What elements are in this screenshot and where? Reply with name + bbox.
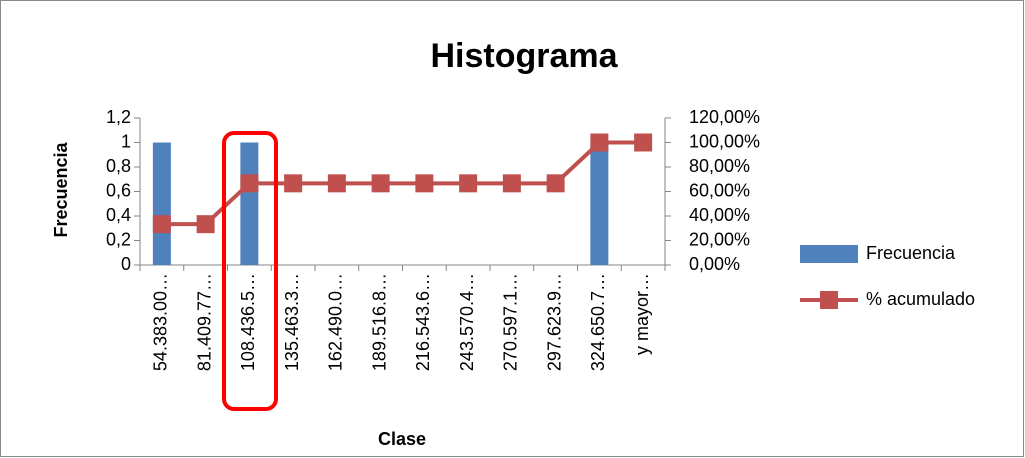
x-tick-label: y mayor…: [632, 273, 652, 355]
y-tick-label: 0,8: [106, 156, 131, 176]
y2-tick-label: 0,00%: [689, 254, 740, 274]
y2-tick-label: 60,00%: [689, 180, 750, 200]
line-marker: [284, 174, 303, 193]
line-marker: [415, 174, 434, 193]
highlight-box: [222, 131, 278, 411]
x-tick-label: 81.409.77…: [194, 273, 214, 371]
x-tick-label: 270.597.1…: [501, 273, 521, 371]
chart-title: Histograma: [430, 37, 618, 75]
x-tick-label: 108.436.5…: [238, 273, 258, 371]
y2-tick-label: 100,00%: [689, 131, 760, 151]
y2-tick-label: 40,00%: [689, 205, 750, 225]
bar: [590, 142, 609, 265]
x-tick-label: 297.623.9…: [544, 273, 564, 371]
y-tick-label: 1: [121, 131, 131, 151]
y2-tick-label: 80,00%: [689, 156, 750, 176]
x-tick-label: 324.650.7…: [588, 273, 608, 371]
y-tick-label: 0,2: [106, 229, 131, 249]
x-tick-label: 135.463.3…: [282, 273, 302, 371]
line-marker: [196, 215, 215, 234]
line-marker: [634, 133, 653, 152]
legend-label: % acumulado: [866, 289, 975, 309]
y-tick-label: 0: [121, 254, 131, 274]
y-tick-label: 1,2: [106, 107, 131, 127]
x-axis-title: Clase: [378, 429, 426, 449]
line-marker: [327, 174, 346, 193]
y2-tick-label: 20,00%: [689, 229, 750, 249]
x-tick-label: 162.490.0…: [326, 273, 346, 371]
y-tick-label: 0,6: [106, 180, 131, 200]
x-tick-label: 243.570.4…: [457, 273, 477, 371]
line-marker: [546, 174, 565, 193]
legend-swatch: [820, 291, 838, 309]
line-marker: [502, 174, 521, 193]
line-marker: [371, 174, 390, 193]
x-tick-label: 189.516.8…: [369, 273, 389, 371]
y2-tick-label: 120,00%: [689, 107, 760, 127]
line-marker: [590, 133, 609, 152]
y-tick-label: 0,4: [106, 205, 131, 225]
line-marker: [459, 174, 478, 193]
x-tick-label: 216.543.6…: [413, 273, 433, 371]
x-tick-label: 54.383.00…: [151, 273, 171, 371]
bar: [152, 142, 171, 265]
line-marker: [240, 174, 259, 193]
bar: [240, 142, 259, 265]
y-axis-title: Frecuencia: [51, 141, 71, 237]
legend-label: Frecuencia: [866, 243, 956, 263]
line-marker: [152, 215, 171, 234]
legend-swatch: [800, 245, 858, 263]
